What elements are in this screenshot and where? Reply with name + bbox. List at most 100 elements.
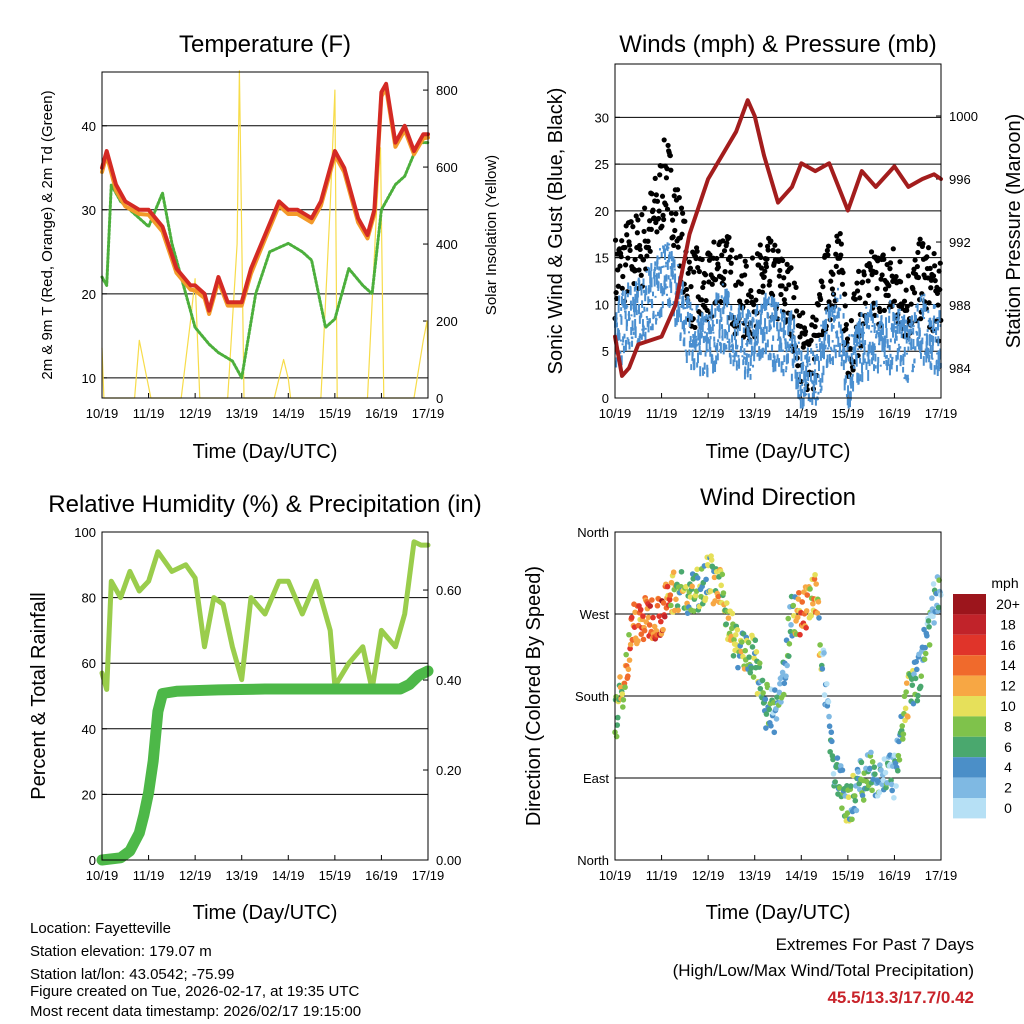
direction-point bbox=[783, 673, 789, 679]
wind-point bbox=[657, 311, 660, 317]
wind-point bbox=[891, 357, 894, 365]
wind-point bbox=[620, 296, 623, 306]
wind-point bbox=[678, 306, 681, 318]
direction-point bbox=[858, 759, 865, 766]
series-2m-temperature bbox=[100, 81, 430, 313]
direction-point bbox=[749, 644, 756, 650]
wind-point bbox=[791, 335, 794, 338]
wind-point bbox=[905, 337, 908, 344]
x-tick-label: 10/19 bbox=[86, 406, 119, 421]
wind-point bbox=[891, 356, 894, 359]
wind-point bbox=[713, 342, 716, 348]
direction-point bbox=[903, 689, 909, 695]
direction-point bbox=[626, 631, 632, 638]
wind-point bbox=[711, 354, 714, 358]
wind-point bbox=[917, 323, 920, 329]
wind-point bbox=[759, 309, 762, 313]
wind-point bbox=[779, 322, 782, 332]
direction-point bbox=[617, 684, 624, 691]
wind-point bbox=[920, 294, 923, 297]
wind-point bbox=[669, 300, 672, 307]
wind-point bbox=[705, 341, 708, 353]
wind-point bbox=[824, 344, 827, 347]
gust-point bbox=[861, 272, 867, 278]
wind-point bbox=[919, 296, 922, 302]
wind-point bbox=[881, 323, 884, 336]
legend-label: 14 bbox=[1000, 657, 1016, 673]
wind-point bbox=[758, 346, 761, 355]
wind-point bbox=[836, 330, 839, 339]
wind-point bbox=[753, 329, 756, 336]
direction-point bbox=[660, 626, 666, 633]
wind-point bbox=[695, 338, 698, 344]
wind-point bbox=[789, 343, 792, 347]
gust-point bbox=[699, 297, 705, 303]
wind-point bbox=[789, 318, 792, 325]
wind-point bbox=[665, 293, 668, 296]
wind-point bbox=[644, 293, 647, 302]
gust-point bbox=[833, 251, 839, 257]
direction-point bbox=[746, 654, 752, 660]
wind-point bbox=[626, 305, 629, 308]
wind-point bbox=[750, 338, 753, 345]
wind-point bbox=[832, 292, 835, 295]
wind-point bbox=[731, 313, 734, 321]
wind-point bbox=[634, 293, 637, 306]
wind-point bbox=[871, 316, 874, 324]
wind-point bbox=[848, 397, 851, 408]
wind-point bbox=[785, 346, 788, 353]
gust-point bbox=[644, 253, 650, 259]
direction-point bbox=[779, 669, 786, 676]
wind-point bbox=[697, 315, 700, 326]
direction-point bbox=[752, 637, 759, 644]
gust-point bbox=[613, 290, 619, 296]
gust-point bbox=[647, 248, 653, 254]
wind-point bbox=[793, 335, 796, 342]
wind-point bbox=[929, 317, 932, 322]
y2-tick-label: 0.00 bbox=[436, 853, 461, 868]
wind-point bbox=[815, 373, 818, 385]
wind-point bbox=[662, 265, 665, 268]
wind-point bbox=[731, 334, 734, 343]
wind-point bbox=[782, 327, 785, 339]
wind-point bbox=[675, 320, 678, 326]
wind-point bbox=[741, 307, 744, 318]
wind-point bbox=[720, 295, 723, 299]
wind-point bbox=[755, 319, 758, 332]
gust-point bbox=[750, 302, 757, 308]
wind-point bbox=[718, 329, 721, 339]
wind-point bbox=[810, 348, 813, 354]
direction-point bbox=[912, 675, 919, 682]
gust-point bbox=[671, 193, 677, 199]
x-axis-label: Time (Day/UTC) bbox=[706, 902, 851, 924]
wind-point bbox=[924, 303, 927, 312]
wind-point bbox=[696, 352, 699, 364]
wind-point bbox=[816, 398, 819, 400]
wind-point bbox=[726, 315, 729, 325]
footer-latlon: Station lat/lon: 43.0542; -75.99 bbox=[30, 966, 235, 983]
legend-label: 20+ bbox=[996, 596, 1020, 612]
direction-point bbox=[707, 588, 714, 594]
wind-point bbox=[836, 287, 839, 291]
wind-point bbox=[759, 313, 762, 325]
wind-point bbox=[916, 303, 919, 312]
direction-point bbox=[834, 755, 841, 761]
wind-point bbox=[898, 346, 901, 353]
direction-point bbox=[708, 557, 715, 563]
wind-point bbox=[794, 369, 797, 379]
gust-point bbox=[748, 294, 754, 300]
direction-point bbox=[620, 704, 626, 710]
wind-point bbox=[736, 344, 739, 348]
wind-point bbox=[696, 319, 699, 323]
wind-point bbox=[702, 335, 705, 344]
wind-point bbox=[633, 306, 636, 318]
gust-point bbox=[672, 227, 678, 234]
wind-point bbox=[793, 352, 796, 363]
gust-point bbox=[650, 207, 656, 213]
gust-point bbox=[636, 242, 643, 249]
wind-point bbox=[660, 251, 663, 258]
wind-point bbox=[842, 313, 845, 319]
wind-point bbox=[753, 351, 756, 362]
gust-point bbox=[663, 202, 669, 208]
wind-point bbox=[817, 356, 820, 362]
